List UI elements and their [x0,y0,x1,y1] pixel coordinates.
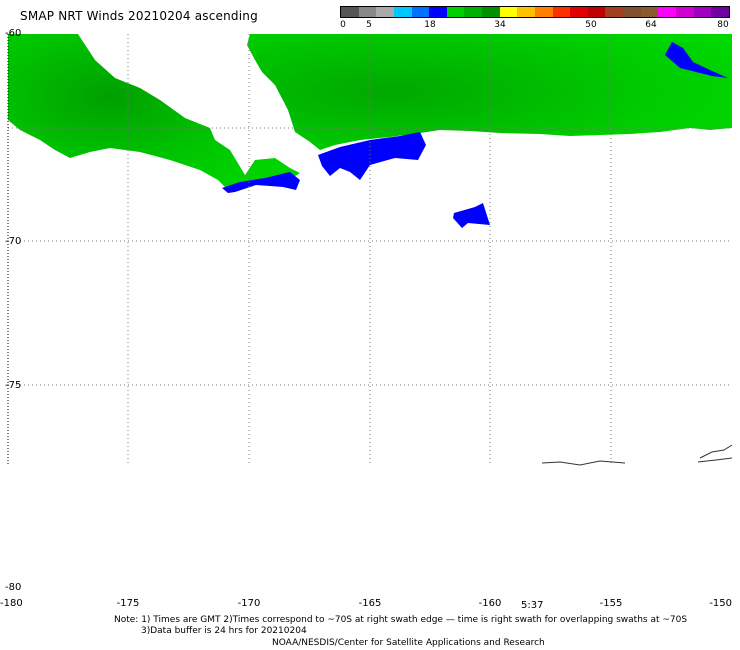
colorbar-segment [658,7,676,17]
lon-tick-label: -175 [117,598,140,609]
colorbar-segment [587,7,606,17]
colorbar-segment [376,7,394,17]
colorbar-label: 80 [717,20,729,30]
colorbar-segment [675,7,694,17]
wind-patch-blue-3 [453,203,490,228]
colorbar-label: 50 [585,20,597,30]
colorbar-segment [358,7,377,17]
colorbar-segment [552,7,571,17]
note-line-3: NOAA/NESDIS/Center for Satellite Applica… [272,638,545,648]
colorbar-label: 34 [494,20,506,30]
colorbar-segment [570,7,588,17]
wind-patch-blue-1 [318,132,426,180]
lon-tick-label: -160 [479,598,502,609]
lat-tick-label: -75 [5,380,21,391]
wind-patch-blue-4 [665,42,728,78]
graticule [8,34,732,465]
lon-tick-label: -165 [359,598,382,609]
colorbar-label: 18 [424,20,436,30]
colorbar-segment [517,7,535,17]
lat-tick-label: -70 [5,236,21,247]
wind-patch-blue-2 [222,172,300,193]
colorbar-segment [640,7,659,17]
lat-tick-label: -60 [5,28,21,39]
colorbar-segment [482,7,500,17]
colorbar-segment [464,7,482,17]
time-label: 5:37 [521,600,544,611]
colorbar-segment [429,7,447,17]
colorbar-segment [341,7,359,17]
lat-tick-label: -80 [5,582,21,593]
colorbar-segment [446,7,465,17]
map-title: SMAP NRT Winds 20210204 ascending [20,9,258,23]
colorbar-label: 5 [366,20,372,30]
wind-speed-colorbar [340,6,730,18]
colorbar-segment [605,7,623,17]
colorbar-segment [411,7,430,17]
colorbar-label: 0 [340,20,346,30]
colorbar-segment [534,7,553,17]
note-line-1: Note: 1) Times are GMT 2)Times correspon… [114,615,688,625]
colorbar-segment [693,7,712,17]
lon-tick-label: -180 [0,598,23,609]
wind-swath-east [247,34,732,150]
colorbar-segment [499,7,518,17]
colorbar-label: 64 [645,20,657,30]
lon-tick-label: -170 [238,598,261,609]
colorbar-segment [393,7,412,17]
colorbar-segment [711,7,729,17]
coastline [541,444,733,466]
note-line-2: 3)Data buffer is 24 hrs for 20210204 [141,626,307,636]
lon-tick-label: -155 [600,598,623,609]
colorbar-segment [623,7,641,17]
wind-swath-west [8,34,300,192]
lon-tick-label: -150 [709,598,732,609]
